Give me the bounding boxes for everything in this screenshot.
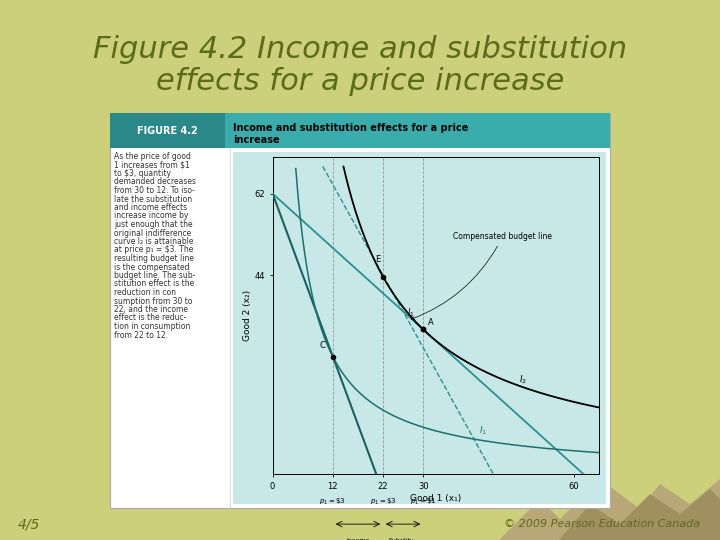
Text: FIGURE 4.2: FIGURE 4.2 [137,125,197,136]
Text: $I_2$: $I_2$ [520,374,528,386]
Text: and income effects: and income effects [114,203,187,212]
Text: demanded decreases: demanded decreases [114,178,196,186]
Text: tion in consumption: tion in consumption [114,322,190,331]
Text: Figure 4.2 Income and substitution: Figure 4.2 Income and substitution [93,36,627,64]
Text: budget line. The sub-: budget line. The sub- [114,271,195,280]
Text: late the substitution: late the substitution [114,194,192,204]
X-axis label: Good 1 (x₁): Good 1 (x₁) [410,494,462,503]
Text: reduction in con: reduction in con [114,288,176,297]
Text: is the compensated: is the compensated [114,262,189,272]
Text: increase income by: increase income by [114,212,189,220]
Text: E: E [375,254,381,264]
Text: 1 increases from $1: 1 increases from $1 [114,160,190,170]
Text: $p_1=\$1$: $p_1=\$1$ [410,497,436,507]
Text: © 2009 Pearson Education Canada: © 2009 Pearson Education Canada [504,519,700,529]
Text: resulting budget line: resulting budget line [114,254,194,263]
Polygon shape [500,480,720,540]
Text: 4/5: 4/5 [18,517,40,531]
Bar [110,113,225,148]
Text: to $3, quantity: to $3, quantity [114,169,171,178]
Text: Compensated budget line: Compensated budget line [411,232,552,320]
Text: at price p₁ = $3. The: at price p₁ = $3. The [114,246,194,254]
Text: Substitu-
tion effect: Substitu- tion effect [387,538,419,540]
Text: Income
effect: Income effect [346,538,369,540]
Text: sumption from 30 to: sumption from 30 to [114,296,192,306]
Text: effect is the reduc-: effect is the reduc- [114,314,186,322]
Text: increase: increase [233,135,279,145]
Text: C: C [320,341,325,349]
Text: original indifference: original indifference [114,228,192,238]
Text: 22, and the income: 22, and the income [114,305,188,314]
Text: $I_1$: $I_1$ [480,425,487,437]
Text: Income and substitution effects for a price: Income and substitution effects for a pr… [233,123,469,133]
Text: effects for a price increase: effects for a price increase [156,68,564,97]
Text: A: A [428,318,433,327]
Y-axis label: Good 2 (x₂): Good 2 (x₂) [243,291,251,341]
Text: $p_1=\$3$: $p_1=\$3$ [320,497,346,507]
Polygon shape [560,490,720,540]
Bar [110,113,610,508]
Text: $p_1=\$3$: $p_1=\$3$ [369,497,397,507]
Text: $l_1$: $l_1$ [407,307,414,319]
Text: As the price of good: As the price of good [114,152,191,161]
Text: from 30 to 12. To iso-: from 30 to 12. To iso- [114,186,195,195]
Text: curve I₂ is attainable: curve I₂ is attainable [114,237,194,246]
Bar [110,113,610,148]
Bar [233,152,606,504]
Text: just enough that the: just enough that the [114,220,193,229]
Text: from 22 to 12.: from 22 to 12. [114,330,168,340]
Text: stitution effect is the: stitution effect is the [114,280,194,288]
